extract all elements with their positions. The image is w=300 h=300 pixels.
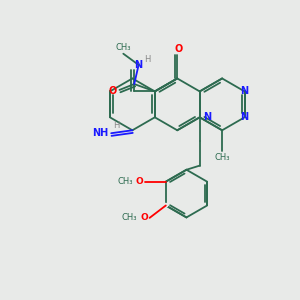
Text: N: N — [241, 112, 249, 122]
Text: O: O — [136, 177, 144, 186]
Text: N: N — [135, 60, 143, 70]
Text: O: O — [174, 44, 182, 54]
Text: CH₃: CH₃ — [117, 177, 133, 186]
Text: H: H — [113, 122, 120, 130]
Text: O: O — [109, 86, 117, 96]
Text: NH: NH — [92, 128, 108, 138]
Text: CH₃: CH₃ — [214, 153, 230, 162]
Text: H: H — [144, 55, 150, 64]
Text: N: N — [203, 112, 212, 122]
Text: CH₃: CH₃ — [116, 43, 131, 52]
Text: N: N — [241, 86, 249, 96]
Text: CH₃: CH₃ — [122, 213, 137, 222]
Text: O: O — [140, 213, 148, 222]
